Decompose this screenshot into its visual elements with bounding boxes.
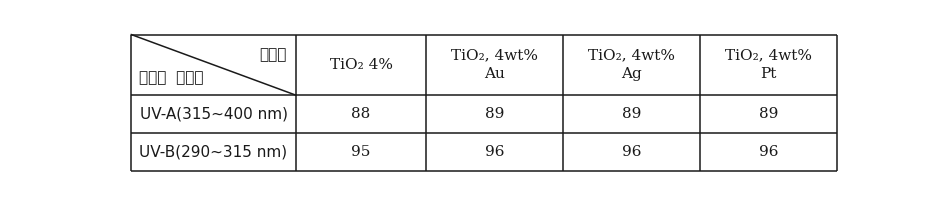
Text: 89: 89 [484, 107, 504, 121]
Text: TiO₂, 4wt%
Au: TiO₂, 4wt% Au [451, 49, 538, 81]
Text: 89: 89 [758, 107, 778, 121]
Text: UV-B(290~315 nm): UV-B(290~315 nm) [140, 144, 287, 159]
Text: TiO₂ 4%: TiO₂ 4% [329, 58, 392, 72]
Text: UV-A(315~400 nm): UV-A(315~400 nm) [140, 106, 287, 121]
Text: 89: 89 [621, 107, 641, 121]
Text: TiO₂, 4wt%
Pt: TiO₂, 4wt% Pt [725, 49, 812, 81]
Text: 95: 95 [351, 145, 370, 159]
Text: 88: 88 [351, 107, 370, 121]
Text: 96: 96 [758, 145, 778, 159]
Text: TiO₂, 4wt%
Ag: TiO₂, 4wt% Ag [588, 49, 675, 81]
Text: 샘플명: 샘플명 [260, 47, 287, 62]
Text: 96: 96 [621, 145, 641, 159]
Text: 자외선  차단율: 자외선 차단율 [139, 70, 203, 85]
Text: 96: 96 [484, 145, 504, 159]
